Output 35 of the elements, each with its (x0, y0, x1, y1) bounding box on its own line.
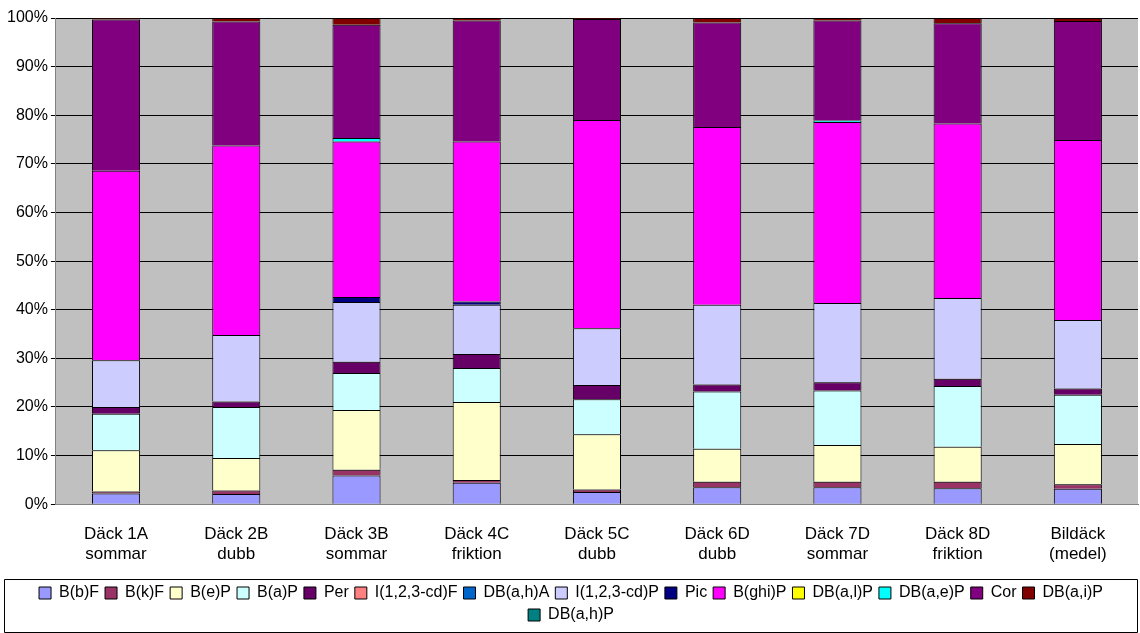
y-tick-label: 50% (15, 251, 48, 269)
legend-label: B(a)P (257, 583, 298, 601)
x-tick-label: Däck 7D sommar (804, 524, 871, 564)
x-tick-label: Däck 5C dubb (564, 524, 630, 564)
y-tick-label: 90% (15, 57, 48, 75)
legend-label: B(ghi)P (733, 583, 787, 601)
y-tick-label: 20% (15, 397, 48, 415)
y-tick-label: 100% (7, 8, 48, 26)
legend-label: I(1,2,3-cd)F (374, 583, 458, 601)
x-tick-label: Däck 4C friktion (444, 524, 510, 564)
legend-label: B(b)F (59, 583, 100, 601)
legend-label: DB(a,e)P (898, 583, 965, 601)
legend-label: Cor (990, 583, 1018, 601)
x-tick-label: Bildäck (medel) (1049, 524, 1107, 564)
y-tick-label: 80% (15, 105, 48, 123)
x-tick-label: Däck 3B sommar (324, 524, 389, 564)
legend-label: DB(a,h)A (483, 583, 550, 601)
y-tick-label: 70% (15, 154, 48, 172)
legend-label: B(k)F (125, 583, 165, 601)
legend-label: Per (323, 583, 350, 601)
y-tick-label: 30% (15, 348, 48, 366)
x-tick-label: Däck 8D friktion (925, 524, 991, 564)
legend-label: DB(a,h)P (548, 605, 614, 623)
y-tick-label: 0% (24, 494, 48, 512)
legend-label: B(e)P (190, 583, 232, 601)
y-tick-label: 40% (15, 300, 48, 318)
y-tick-label: 60% (15, 202, 48, 220)
x-tick-label: Däck 6D dubb (684, 524, 750, 564)
legend-label: DB(a,i)P (1042, 583, 1103, 601)
y-tick-label: 10% (15, 445, 48, 463)
x-tick-label: Däck 2B dubb (204, 524, 269, 564)
x-tick-label: Däck 1A sommar (83, 524, 149, 564)
legend-label: Pic (684, 583, 708, 601)
legend-label: DB(a,l)P (812, 583, 873, 601)
legend-label: I(1,2,3-cd)P (575, 583, 659, 601)
